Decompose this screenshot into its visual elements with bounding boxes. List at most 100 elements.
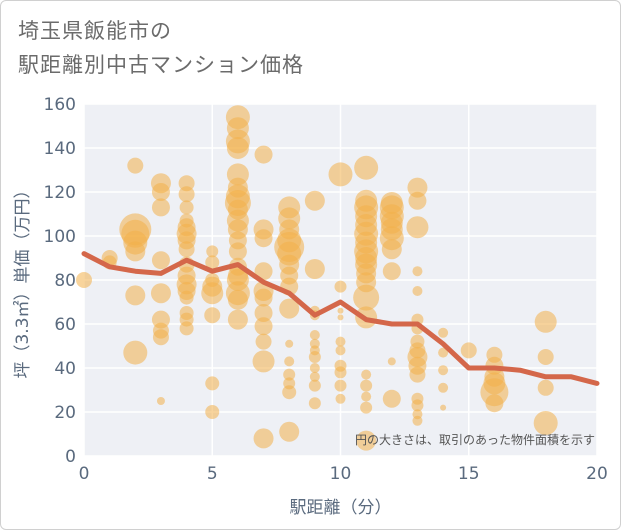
x-tick-labels: 0 5 10 15 20 [79, 464, 608, 484]
x-tick-label: 15 [458, 464, 480, 484]
data-bubble [335, 345, 346, 356]
data-bubble [284, 356, 295, 367]
data-bubble [382, 389, 401, 408]
average-price-line [81, 251, 600, 386]
data-bubble [534, 310, 557, 333]
y-tick-label: 20 [54, 403, 76, 423]
data-bubble [334, 379, 347, 392]
x-tick-label: 20 [586, 464, 608, 484]
data-bubble [282, 385, 297, 400]
data-bubble [150, 283, 171, 304]
data-bubble [309, 330, 320, 340]
x-tick-label: 10 [330, 464, 352, 484]
data-bubble [205, 376, 220, 391]
title-line-2: 駅距離別中古マンション価格 [18, 53, 304, 77]
data-bubble [178, 175, 195, 192]
data-bubble [406, 216, 429, 239]
data-bubble [440, 404, 447, 411]
data-bubble [279, 421, 300, 442]
data-bubble [227, 309, 248, 330]
data-bubble [360, 401, 373, 414]
y-axis-title: 坪（3.3㎡）単価（万円） [13, 181, 33, 378]
data-bubble [412, 266, 423, 277]
data-bubble [408, 191, 427, 210]
data-bubble [361, 391, 372, 402]
x-tick-label: 5 [207, 464, 218, 484]
data-bubble [412, 415, 423, 426]
data-bubble [335, 393, 346, 404]
data-bubble [334, 366, 347, 379]
data-bubble [204, 307, 221, 324]
data-bubble [485, 394, 504, 413]
data-bubble [409, 366, 426, 383]
bubble-size-note: 円の大きさは、取引のあった物件面積を示す [355, 432, 595, 447]
data-bubble [285, 339, 294, 348]
data-bubble [337, 307, 344, 314]
data-bubble [179, 290, 194, 305]
data-bubble [253, 428, 274, 449]
data-bubble [179, 200, 194, 215]
data-bubble [353, 284, 380, 311]
y-tick-label: 60 [54, 315, 76, 335]
data-bubble [328, 162, 353, 187]
chart-title: 埼玉県飯能市の 駅距離別中古マンション価格 [18, 14, 304, 82]
data-bubble [360, 379, 373, 392]
data-bubble [254, 304, 273, 322]
data-bubble [279, 298, 300, 319]
data-bubble [381, 239, 402, 260]
data-bubble [309, 371, 320, 382]
x-axis-title: 駅距離（分） [290, 498, 392, 518]
data-bubble [156, 397, 165, 405]
data-bubble [151, 198, 170, 217]
y-tick-label: 40 [54, 359, 76, 379]
data-bubble [335, 336, 346, 347]
data-bubble [125, 285, 146, 306]
data-bubble [337, 314, 344, 321]
data-bubble [438, 327, 449, 338]
data-bubble [382, 262, 401, 281]
data-bubble [255, 333, 272, 350]
data-bubble [201, 282, 224, 305]
data-bubble [334, 280, 347, 293]
data-bubble [407, 177, 428, 198]
data-bubble [228, 242, 247, 261]
data-bubble [127, 157, 144, 174]
y-tick-label: 0 [65, 447, 76, 467]
data-bubble [304, 259, 325, 279]
data-bubble [76, 272, 92, 288]
data-bubble [226, 137, 249, 159]
data-bubble [206, 245, 219, 258]
data-bubble [125, 241, 146, 262]
data-bubble [438, 347, 449, 358]
data-bubble [252, 350, 275, 373]
data-bubble [411, 399, 424, 412]
data-bubble [361, 369, 372, 380]
y-tick-labels: 0 20 40 60 80 100 120 140 160 [44, 95, 76, 467]
data-bubble [151, 183, 170, 201]
data-bubble [438, 365, 449, 376]
y-tick-label: 160 [44, 95, 76, 115]
data-bubble [308, 379, 321, 392]
data-bubble [151, 251, 170, 270]
data-bubble [152, 329, 169, 346]
title-line-1: 埼玉県飯能市の [18, 19, 172, 43]
y-tick-label: 120 [44, 183, 76, 203]
data-bubble [123, 340, 148, 365]
data-bubble [308, 397, 321, 410]
data-bubble [179, 321, 194, 336]
data-bubble [254, 317, 273, 336]
data-bubble [412, 286, 423, 296]
data-bubble [537, 349, 554, 365]
y-tick-label: 140 [44, 139, 76, 159]
data-bubble [254, 145, 273, 164]
data-bubble [438, 382, 449, 393]
data-bubble [356, 430, 377, 451]
data-bubble [308, 351, 321, 363]
data-bubble [227, 289, 248, 310]
data-bubble [309, 363, 320, 373]
y-tick-label: 100 [44, 227, 76, 247]
data-bubble [254, 229, 273, 248]
data-bubble [205, 255, 220, 270]
data-bubble [537, 379, 554, 396]
